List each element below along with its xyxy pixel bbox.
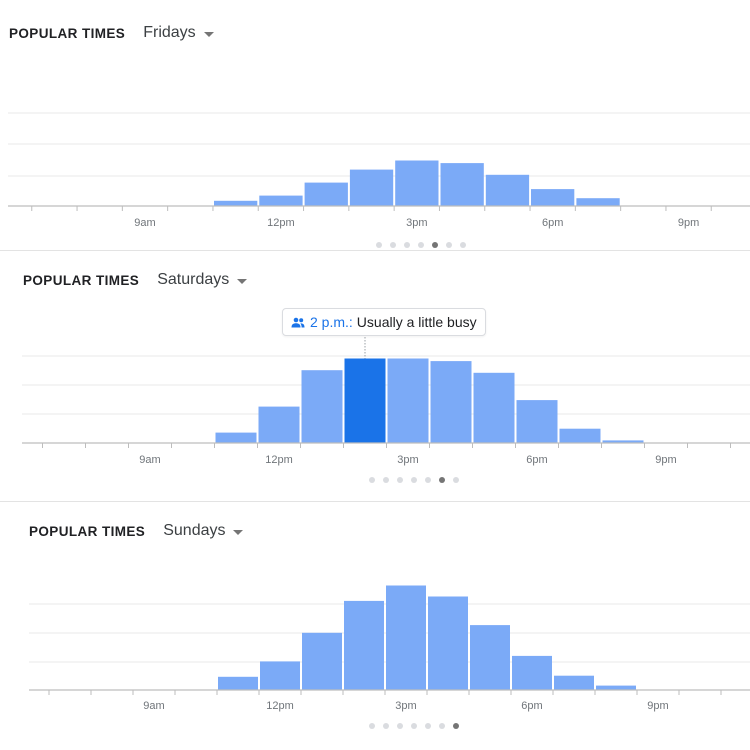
- bar-12pm[interactable]: [259, 195, 303, 206]
- bar-4pm[interactable]: [430, 361, 472, 443]
- pager-dot[interactable]: [439, 477, 445, 483]
- people-icon: [291, 317, 305, 327]
- popular-times-chart: 9am 12pm 3pm 6pm 9pm: [29, 585, 750, 712]
- bar-5pm[interactable]: [470, 625, 510, 690]
- bar-3pm[interactable]: [387, 358, 429, 444]
- x-tick-label: 9am: [139, 454, 160, 466]
- x-tick-label: 6pm: [521, 700, 542, 712]
- bar-1pm[interactable]: [301, 370, 343, 443]
- bar-7pm[interactable]: [559, 428, 601, 443]
- bar-11am[interactable]: [218, 676, 258, 690]
- tooltip-time: 2 p.m.:: [310, 314, 353, 330]
- bar-3pm[interactable]: [395, 160, 439, 207]
- x-tick-label: 12pm: [265, 454, 293, 466]
- popular-times-chart: 9am 12pm 3pm 6pm 9pm: [8, 112, 750, 229]
- pager-dot[interactable]: [404, 242, 410, 248]
- bar-11am[interactable]: [214, 200, 258, 206]
- pager-dot[interactable]: [376, 242, 382, 248]
- bar-2pm[interactable]: [344, 358, 386, 444]
- pager-dot[interactable]: [460, 242, 466, 248]
- busyness-tooltip: 2 p.m.: Usually a little busy: [282, 308, 486, 336]
- dropdown-caret-icon: [237, 278, 248, 284]
- pager-dot[interactable]: [397, 723, 403, 729]
- bar-11am[interactable]: [215, 432, 257, 443]
- popular-times-title: POPULAR TIMES: [29, 523, 146, 539]
- x-tick-label: 9pm: [655, 454, 676, 466]
- day-dropdown[interactable]: Fridays: [143, 24, 214, 42]
- popular-times-panel-saturdays: POPULAR TIMES Saturdays 2 p.m.: Usually …: [0, 251, 750, 501]
- popular-times-title: POPULAR TIMES: [23, 272, 140, 288]
- day-dropdown-label: Saturdays: [157, 271, 230, 288]
- bar-8pm[interactable]: [602, 440, 644, 443]
- pager-dot[interactable]: [425, 477, 431, 483]
- bar-6pm[interactable]: [512, 655, 552, 690]
- day-dropdown-label: Fridays: [143, 24, 196, 41]
- pager-dot[interactable]: [418, 242, 424, 248]
- bar-6pm[interactable]: [516, 400, 558, 443]
- panel-header: POPULAR TIMES Fridays: [9, 24, 214, 42]
- pager-dot[interactable]: [383, 477, 389, 483]
- x-tick-label: 3pm: [395, 700, 416, 712]
- panel-header: POPULAR TIMES Sundays: [29, 522, 244, 540]
- pager-dot[interactable]: [432, 242, 438, 248]
- bar-5pm[interactable]: [473, 372, 515, 443]
- dropdown-caret-icon: [233, 529, 244, 535]
- x-tick-label: 12pm: [267, 217, 295, 229]
- panel-divider: [0, 501, 750, 502]
- pager-dot[interactable]: [439, 723, 445, 729]
- x-tick-label: 6pm: [542, 217, 563, 229]
- dropdown-caret-icon: [203, 31, 214, 37]
- bar-4pm[interactable]: [428, 596, 468, 691]
- popular-times-chart: 9am 12pm 3pm 6pm 9pm: [22, 337, 750, 466]
- day-dropdown[interactable]: Saturdays: [157, 271, 248, 289]
- pager-dot[interactable]: [390, 242, 396, 248]
- bar-2pm[interactable]: [349, 169, 394, 206]
- x-tick-label: 12pm: [266, 700, 294, 712]
- pager-dot[interactable]: [446, 242, 452, 248]
- bar-12pm[interactable]: [260, 661, 300, 690]
- x-tick-label: 9am: [134, 217, 155, 229]
- panel-header: POPULAR TIMES Saturdays: [23, 271, 248, 289]
- bar-7pm[interactable]: [554, 675, 594, 690]
- x-tick-label: 9pm: [647, 700, 668, 712]
- pager-dot[interactable]: [411, 723, 417, 729]
- popular-times-panel-fridays: POPULAR TIMES Fridays 9am 12pm 3pm 6pm 9pm: [0, 0, 750, 250]
- day-dropdown-label: Sundays: [163, 522, 226, 539]
- bar-5pm[interactable]: [485, 174, 530, 206]
- x-tick-label: 9am: [143, 700, 164, 712]
- x-tick-label: 6pm: [526, 454, 547, 466]
- bar-3pm[interactable]: [386, 585, 426, 691]
- x-tick-label: 9pm: [678, 217, 699, 229]
- popular-times-panel-sundays: POPULAR TIMES Sundays 9am 12pm 3pm 6pm 9pm: [0, 502, 750, 750]
- day-pager-dots: [369, 477, 459, 483]
- pager-dot[interactable]: [369, 477, 375, 483]
- pager-dot[interactable]: [425, 723, 431, 729]
- pager-dot[interactable]: [453, 477, 459, 483]
- bar-2pm[interactable]: [344, 600, 384, 690]
- day-pager-dots: [376, 242, 466, 248]
- pager-dot[interactable]: [369, 723, 375, 729]
- pager-dot[interactable]: [411, 477, 417, 483]
- bar-12pm[interactable]: [258, 406, 300, 443]
- x-tick-label: 3pm: [406, 217, 427, 229]
- popular-times-title: POPULAR TIMES: [9, 25, 126, 41]
- panel-divider: [0, 250, 750, 251]
- pager-dot[interactable]: [397, 477, 403, 483]
- bar-8pm[interactable]: [596, 685, 636, 690]
- tooltip-status: Usually a little busy: [356, 314, 477, 330]
- bar-4pm[interactable]: [440, 163, 484, 206]
- bar-7pm[interactable]: [576, 198, 620, 206]
- bar-1pm[interactable]: [302, 632, 342, 690]
- day-pager-dots: [369, 723, 459, 729]
- x-tick-label: 3pm: [397, 454, 418, 466]
- bar-1pm[interactable]: [304, 182, 348, 206]
- pager-dot[interactable]: [383, 723, 389, 729]
- pager-dot[interactable]: [453, 723, 459, 729]
- bar-6pm[interactable]: [531, 189, 575, 206]
- day-dropdown[interactable]: Sundays: [163, 522, 244, 540]
